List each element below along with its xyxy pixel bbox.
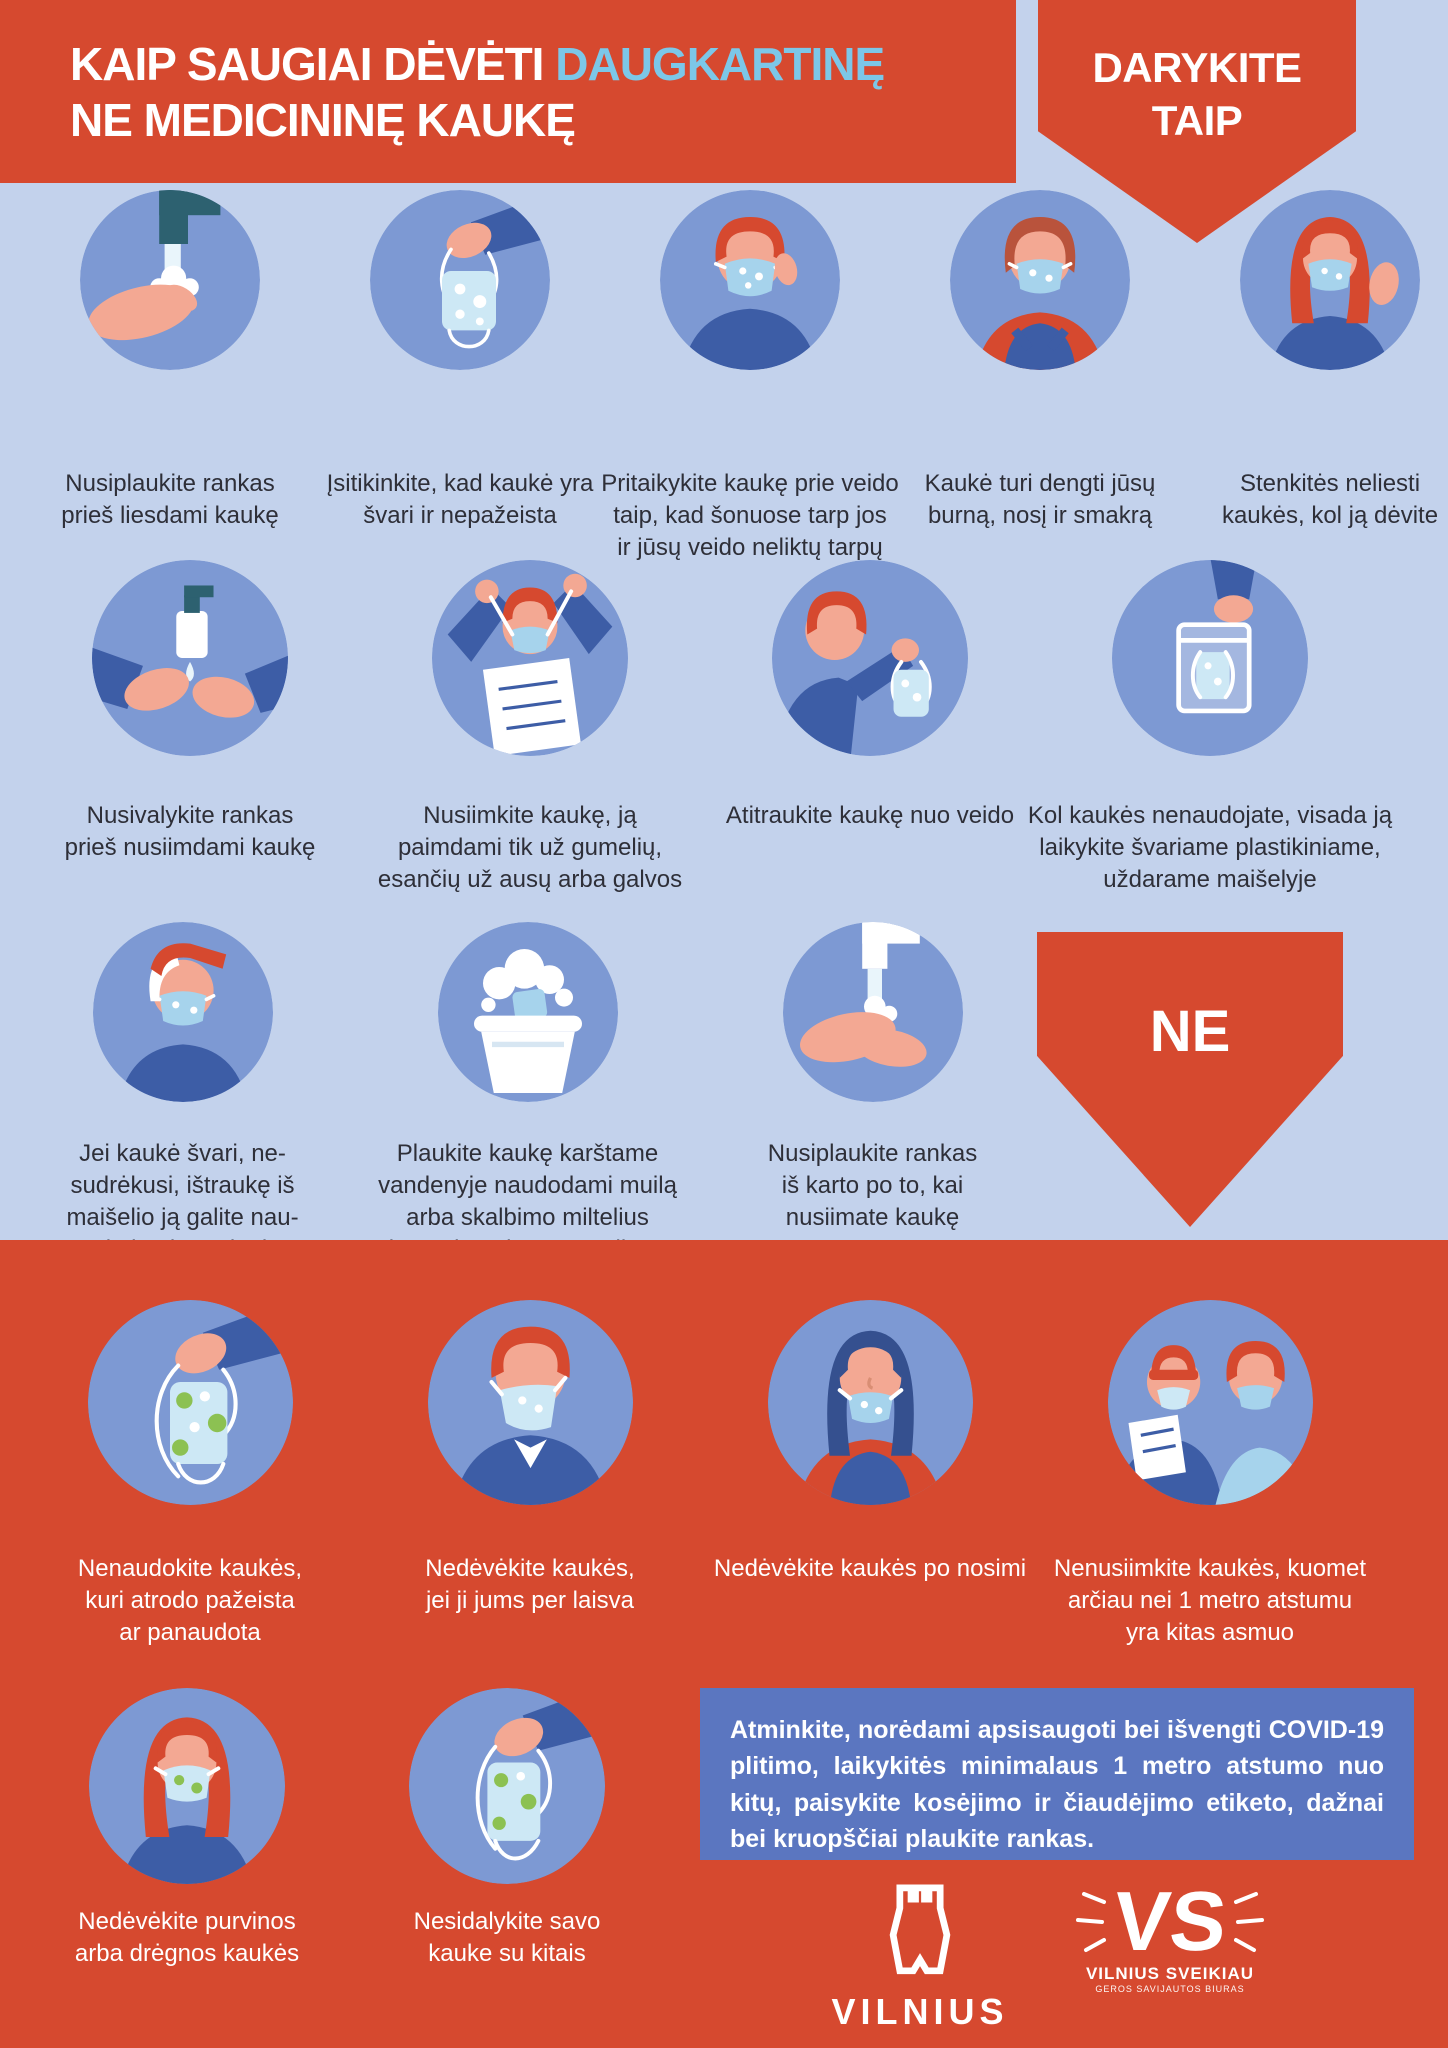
do-step-4-caption: Kaukė turi dengti jūsų burną, nosį ir sm… — [924, 470, 1156, 530]
ne-badge-label: NE — [1149, 999, 1231, 1064]
header-bar: KAIP SAUGIAI DĖVĖTI DAUGKARTINĘ NE MEDIC… — [0, 0, 1016, 183]
avoid-touching-icon — [1240, 190, 1420, 370]
damaged-mask-icon — [87, 1300, 293, 1505]
dont-step-5-caption: Nedėvėkite purvinos arba drėgnos kaukės — [74, 1908, 300, 1968]
vs-logo-text: VS — [1109, 1874, 1231, 1968]
do-row-3: Jei kaukė švari, ne- sudrėkusi, ištraukę… — [10, 922, 1045, 1267]
vilnius-logo: VILNIUS — [810, 1870, 1030, 2033]
dont-row-1: Nenaudokite kaukės, kuri atrodo pažeista… — [20, 1300, 1380, 1649]
plastic-bag-icon — [1112, 560, 1308, 756]
vs-logo-line1: VILNIUS SVEIKIAU — [1085, 1963, 1255, 1983]
remove-by-straps-icon — [432, 560, 628, 756]
loose-mask-icon — [427, 1300, 633, 1505]
vilnius-logo-label: VILNIUS — [831, 1991, 1009, 2032]
close-contact-icon — [1107, 1300, 1313, 1505]
do-step-2-caption: Įsitikinkite, kad kaukė yra švari ir nep… — [326, 470, 594, 530]
do-step-5: Stenkitės neliesti kaukės, kol ją dėvite — [1185, 190, 1448, 564]
share-mask-icon — [409, 1688, 605, 1884]
do-badge-label: DARYKITE TAIP — [1092, 44, 1302, 144]
do-step-9-caption: Kol kaukės nenaudojate, visada ją laikyk… — [1027, 802, 1393, 894]
dont-step-6: Nesidalykite savo kauke su kitais — [347, 1688, 667, 1970]
do-step-8: Atitraukite kaukę nuo veido — [700, 560, 1040, 896]
do-step-2: Įsitikinkite, kad kaukė yra švari ir nep… — [315, 190, 605, 564]
do-step-8-caption: Atitraukite kaukę nuo veido — [725, 802, 1015, 829]
do-step-4: Kaukė turi dengti jūsų burną, nosį ir sm… — [895, 190, 1185, 564]
wash-hands-after-icon — [782, 922, 963, 1102]
pull-mask-away-icon — [772, 560, 968, 756]
reuse-mask-icon — [92, 922, 273, 1102]
dont-step-2-caption: Nedėvėkite kaukės, jei ji jums per laisv… — [425, 1555, 635, 1615]
dont-step-6-caption: Nesidalykite savo kauke su kitais — [413, 1908, 601, 1968]
title-part2: NE MEDICININĘ KAUKĘ — [70, 94, 576, 147]
title-highlight: DAUGKARTINĘ — [555, 38, 885, 90]
vilnius-sveikiau-logo: VS VILNIUS SVEIKIAU GEROS SAVIJAUTOS BIU… — [1040, 1874, 1300, 1994]
fit-mask-icon — [660, 190, 840, 370]
do-step-10: Jei kaukė švari, ne- sudrėkusi, ištraukę… — [10, 922, 355, 1267]
vs-rays-right-icon — [1234, 1891, 1265, 1952]
do-step-6-caption: Nusivalykite rankas prieš nusiimdami kau… — [64, 802, 316, 862]
do-step-9: Kol kaukės nenaudojate, visada ją laikyk… — [1028, 560, 1392, 896]
page-title: KAIP SAUGIAI DĖVĖTI DAUGKARTINĘ NE MEDIC… — [70, 36, 885, 148]
do-step-7: Nusiimkite kaukę, ją paimdami tik už gum… — [360, 560, 700, 896]
do-step-7-caption: Nusiimkite kaukę, ją paimdami tik už gum… — [377, 802, 683, 894]
title-part1: KAIP SAUGIAI DĖVĖTI — [70, 38, 544, 90]
mask-below-nose-icon — [767, 1300, 973, 1505]
dont-row-2: Nedėvėkite purvinos arba drėgnos kaukės — [27, 1688, 667, 1970]
sanitize-hands-icon — [92, 560, 288, 756]
vilnius-castle-icon — [889, 1884, 951, 1975]
dont-step-3: Nedėvėkite kaukės po nosimi — [700, 1300, 1040, 1649]
vs-rays-left-icon — [1075, 1891, 1106, 1952]
do-step-12: Nusiplaukite rankas iš karto po to, kai … — [700, 922, 1045, 1267]
dont-step-1: Nenaudokite kaukės, kuri atrodo pažeista… — [20, 1300, 360, 1649]
wash-mask-icon — [437, 922, 618, 1102]
covid-distance-notice: Atminkite, norėdami apsisaugoti bei išve… — [700, 1688, 1414, 1860]
dont-step-5: Nedėvėkite purvinos arba drėgnos kaukės — [27, 1688, 347, 1970]
dont-section: Nenaudokite kaukės, kuri atrodo pažeista… — [0, 1240, 1448, 2048]
do-step-1: Nusiplaukite rankas prieš liesdami kaukę — [25, 190, 315, 564]
dont-step-2: Nedėvėkite kaukės, jei ji jums per laisv… — [360, 1300, 700, 1649]
dirty-mask-icon — [89, 1688, 285, 1884]
do-step-1-caption: Nusiplaukite rankas prieš liesdami kaukę — [61, 470, 279, 530]
vs-mark: VS — [1040, 1874, 1300, 1968]
do-step-5-caption: Stenkitės neliesti kaukės, kol ją dėvite — [1221, 470, 1439, 530]
do-row-2: Nusivalykite rankas prieš nusiimdami kau… — [20, 560, 1392, 896]
do-step-12-caption: Nusiplaukite rankas iš karto po to, kai … — [767, 1140, 978, 1232]
do-step-6: Nusivalykite rankas prieš nusiimdami kau… — [20, 560, 360, 896]
cover-face-icon — [950, 190, 1130, 370]
do-row-1: Nusiplaukite rankas prieš liesdami kaukę… — [25, 190, 1448, 564]
wash-hands-icon — [80, 190, 260, 370]
do-step-3: Pritaikykite kaukę prie veido taip, kad … — [601, 190, 899, 564]
dont-step-3-caption: Nedėvėkite kaukės po nosimi — [713, 1555, 1027, 1582]
do-step-3-caption: Pritaikykite kaukę prie veido taip, kad … — [601, 470, 899, 562]
inspect-mask-icon — [370, 190, 550, 370]
vs-logo-line2: GEROS SAVIJAUTOS BIURAS — [1095, 1983, 1245, 1994]
dont-step-4: Nenusiimkite kaukės, kuomet arčiau nei 1… — [1040, 1300, 1380, 1649]
dont-step-4-caption: Nenusiimkite kaukės, kuomet arčiau nei 1… — [1053, 1555, 1367, 1647]
dont-step-1-caption: Nenaudokite kaukės, kuri atrodo pažeista… — [77, 1555, 303, 1647]
